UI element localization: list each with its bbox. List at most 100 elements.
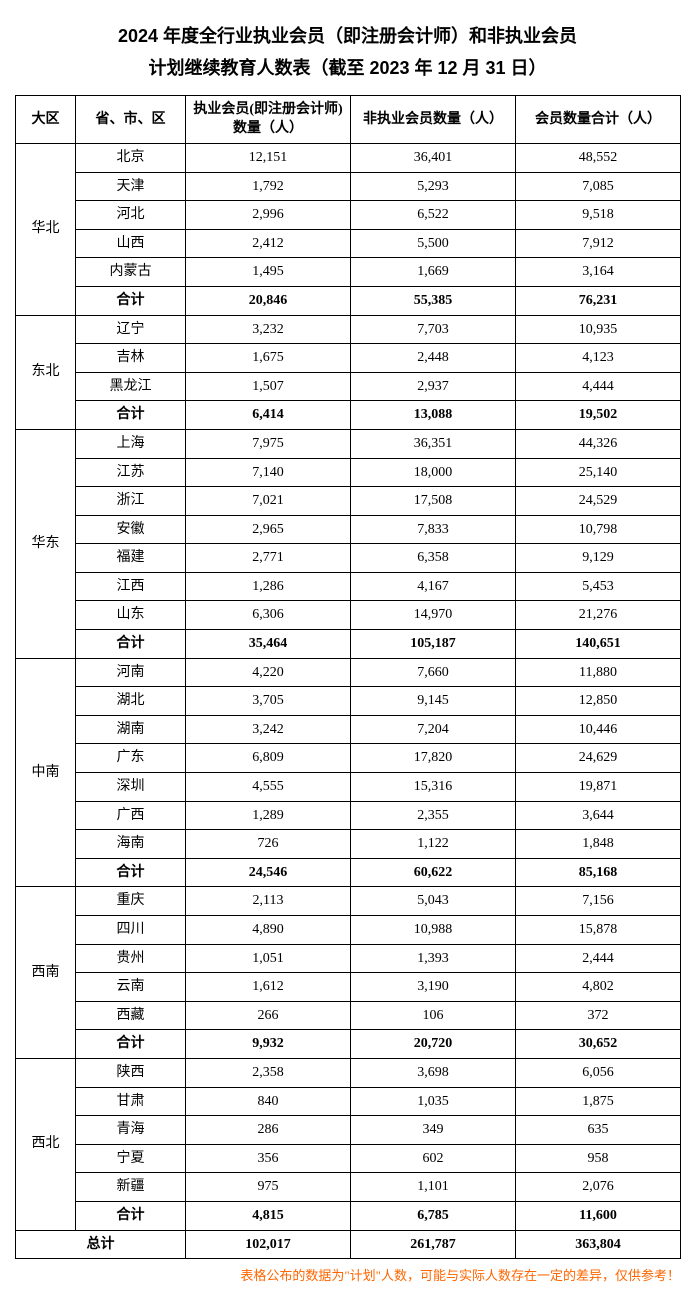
- header-region: 大区: [16, 95, 76, 143]
- value-cell: 3,190: [351, 973, 516, 1002]
- value-cell: 1,848: [516, 830, 681, 859]
- subtotal-value: 55,385: [351, 286, 516, 315]
- value-cell: 17,508: [351, 487, 516, 516]
- table-row: 广西1,2892,3553,644: [16, 801, 681, 830]
- table-row: 福建2,7716,3589,129: [16, 544, 681, 573]
- value-cell: 10,988: [351, 916, 516, 945]
- province-cell: 四川: [76, 916, 186, 945]
- value-cell: 3,232: [186, 315, 351, 344]
- region-cell: 华北: [16, 143, 76, 315]
- value-cell: 9,129: [516, 544, 681, 573]
- subtotal-value: 60,622: [351, 858, 516, 887]
- value-cell: 1,122: [351, 830, 516, 859]
- table-row: 海南7261,1221,848: [16, 830, 681, 859]
- value-cell: 4,890: [186, 916, 351, 945]
- table-row: 湖南3,2427,20410,446: [16, 715, 681, 744]
- table-row: 四川4,89010,98815,878: [16, 916, 681, 945]
- region-cell: 西北: [16, 1058, 76, 1230]
- table-row: 青海286349635: [16, 1116, 681, 1145]
- value-cell: 4,802: [516, 973, 681, 1002]
- value-cell: 4,220: [186, 658, 351, 687]
- subtotal-value: 4,815: [186, 1201, 351, 1230]
- province-cell: 甘肃: [76, 1087, 186, 1116]
- value-cell: 6,809: [186, 744, 351, 773]
- subtotal-row: 合计4,8156,78511,600: [16, 1201, 681, 1230]
- value-cell: 6,306: [186, 601, 351, 630]
- province-cell: 内蒙古: [76, 258, 186, 287]
- value-cell: 840: [186, 1087, 351, 1116]
- subtotal-row: 合计24,54660,62285,168: [16, 858, 681, 887]
- value-cell: 3,698: [351, 1058, 516, 1087]
- table-row: 内蒙古1,4951,6693,164: [16, 258, 681, 287]
- value-cell: 3,242: [186, 715, 351, 744]
- table-row: 华北北京12,15136,40148,552: [16, 143, 681, 172]
- value-cell: 372: [516, 1001, 681, 1030]
- province-cell: 重庆: [76, 887, 186, 916]
- value-cell: 286: [186, 1116, 351, 1145]
- value-cell: 1,612: [186, 973, 351, 1002]
- province-cell: 贵州: [76, 944, 186, 973]
- province-cell: 天津: [76, 172, 186, 201]
- value-cell: 1,875: [516, 1087, 681, 1116]
- value-cell: 7,085: [516, 172, 681, 201]
- subtotal-row: 合计35,464105,187140,651: [16, 630, 681, 659]
- value-cell: 7,156: [516, 887, 681, 916]
- value-cell: 6,522: [351, 201, 516, 230]
- province-cell: 江苏: [76, 458, 186, 487]
- province-cell: 江西: [76, 572, 186, 601]
- value-cell: 2,937: [351, 372, 516, 401]
- subtotal-value: 13,088: [351, 401, 516, 430]
- province-cell: 安徽: [76, 515, 186, 544]
- value-cell: 4,555: [186, 773, 351, 802]
- table-row: 吉林1,6752,4484,123: [16, 344, 681, 373]
- value-cell: 3,705: [186, 687, 351, 716]
- value-cell: 4,444: [516, 372, 681, 401]
- subtotal-value: 105,187: [351, 630, 516, 659]
- region-cell: 西南: [16, 887, 76, 1059]
- value-cell: 975: [186, 1173, 351, 1202]
- subtotal-label: 合计: [76, 1201, 186, 1230]
- title-line-1: 2024 年度全行业执业会员（即注册会计师）和非执业会员: [15, 20, 680, 52]
- value-cell: 1,792: [186, 172, 351, 201]
- value-cell: 6,358: [351, 544, 516, 573]
- value-cell: 2,076: [516, 1173, 681, 1202]
- province-cell: 上海: [76, 429, 186, 458]
- province-cell: 新疆: [76, 1173, 186, 1202]
- table-body: 华北北京12,15136,40148,552天津1,7925,2937,085河…: [16, 143, 681, 1258]
- table-row: 西藏266106372: [16, 1001, 681, 1030]
- value-cell: 6,056: [516, 1058, 681, 1087]
- table-row: 新疆9751,1012,076: [16, 1173, 681, 1202]
- value-cell: 10,446: [516, 715, 681, 744]
- value-cell: 7,660: [351, 658, 516, 687]
- grand-total-value: 102,017: [186, 1230, 351, 1259]
- province-cell: 吉林: [76, 344, 186, 373]
- subtotal-label: 合计: [76, 630, 186, 659]
- value-cell: 2,113: [186, 887, 351, 916]
- value-cell: 4,167: [351, 572, 516, 601]
- value-cell: 10,935: [516, 315, 681, 344]
- value-cell: 5,500: [351, 229, 516, 258]
- subtotal-row: 合计20,84655,38576,231: [16, 286, 681, 315]
- value-cell: 7,833: [351, 515, 516, 544]
- subtotal-value: 9,932: [186, 1030, 351, 1059]
- table-row: 宁夏356602958: [16, 1144, 681, 1173]
- value-cell: 2,771: [186, 544, 351, 573]
- value-cell: 7,703: [351, 315, 516, 344]
- value-cell: 10,798: [516, 515, 681, 544]
- value-cell: 24,629: [516, 744, 681, 773]
- table-row: 江西1,2864,1675,453: [16, 572, 681, 601]
- value-cell: 7,975: [186, 429, 351, 458]
- value-cell: 2,444: [516, 944, 681, 973]
- value-cell: 15,878: [516, 916, 681, 945]
- table-row: 安徽2,9657,83310,798: [16, 515, 681, 544]
- value-cell: 1,035: [351, 1087, 516, 1116]
- subtotal-label: 合计: [76, 858, 186, 887]
- header-total: 会员数量合计（人）: [516, 95, 681, 143]
- value-cell: 1,393: [351, 944, 516, 973]
- value-cell: 12,151: [186, 143, 351, 172]
- value-cell: 18,000: [351, 458, 516, 487]
- value-cell: 356: [186, 1144, 351, 1173]
- header-row: 大区 省、市、区 执业会员(即注册会计师) 数量（人） 非执业会员数量（人） 会…: [16, 95, 681, 143]
- table-row: 贵州1,0511,3932,444: [16, 944, 681, 973]
- province-cell: 浙江: [76, 487, 186, 516]
